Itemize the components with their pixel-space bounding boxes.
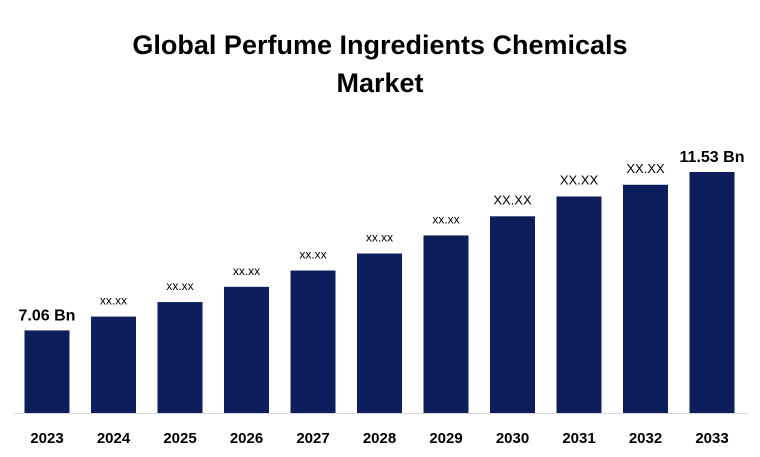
bar-2033: [689, 172, 735, 413]
x-tick-label-2028: 2028: [363, 430, 396, 447]
x-tick-label-2023: 2023: [30, 430, 63, 447]
x-tick-label-2031: 2031: [562, 430, 595, 447]
data-label-2025: xx.xx: [166, 279, 193, 293]
bar-2028: [357, 253, 402, 413]
data-label-2027: xx.xx: [299, 248, 326, 262]
bar-2026: [224, 286, 269, 413]
bar-2025: [157, 302, 203, 413]
x-tick-label-2024: 2024: [97, 430, 131, 447]
x-tick-label-2026: 2026: [230, 430, 263, 447]
bar-2031: [556, 196, 602, 413]
chart-title-line-1: Global Perfume Ingredients Chemicals: [132, 30, 628, 60]
x-tick-label-2030: 2030: [496, 430, 529, 447]
data-label-2026: xx.xx: [233, 264, 260, 278]
data-label-2028: xx.xx: [366, 231, 393, 245]
data-label-2030: XX.XX: [493, 192, 532, 207]
data-label-2031: XX.XX: [560, 172, 599, 187]
data-label-2032: XX.XX: [626, 161, 665, 176]
bar-2029: [423, 235, 469, 413]
x-tick-label-2027: 2027: [296, 430, 329, 447]
data-label-2023: 7.06 Bn: [19, 307, 76, 324]
bar-2030: [490, 216, 535, 413]
data-label-2029: xx.xx: [432, 212, 459, 226]
x-tick-label-2032: 2032: [629, 430, 662, 447]
chart-title: Global Perfume Ingredients Chemicals Mar…: [0, 26, 760, 102]
bar-2023: [24, 330, 70, 413]
x-tick-label-2029: 2029: [429, 430, 462, 447]
bar-2032: [623, 184, 668, 413]
x-tick-label-2025: 2025: [163, 430, 196, 447]
data-label-2033: 11.53 Bn: [680, 149, 745, 166]
bar-2027: [290, 270, 336, 413]
x-tick-label-2033: 2033: [695, 430, 728, 447]
data-label-2024: xx.xx: [100, 294, 127, 308]
chart-title-line-2: Market: [336, 68, 424, 98]
bar-2024: [91, 316, 136, 413]
